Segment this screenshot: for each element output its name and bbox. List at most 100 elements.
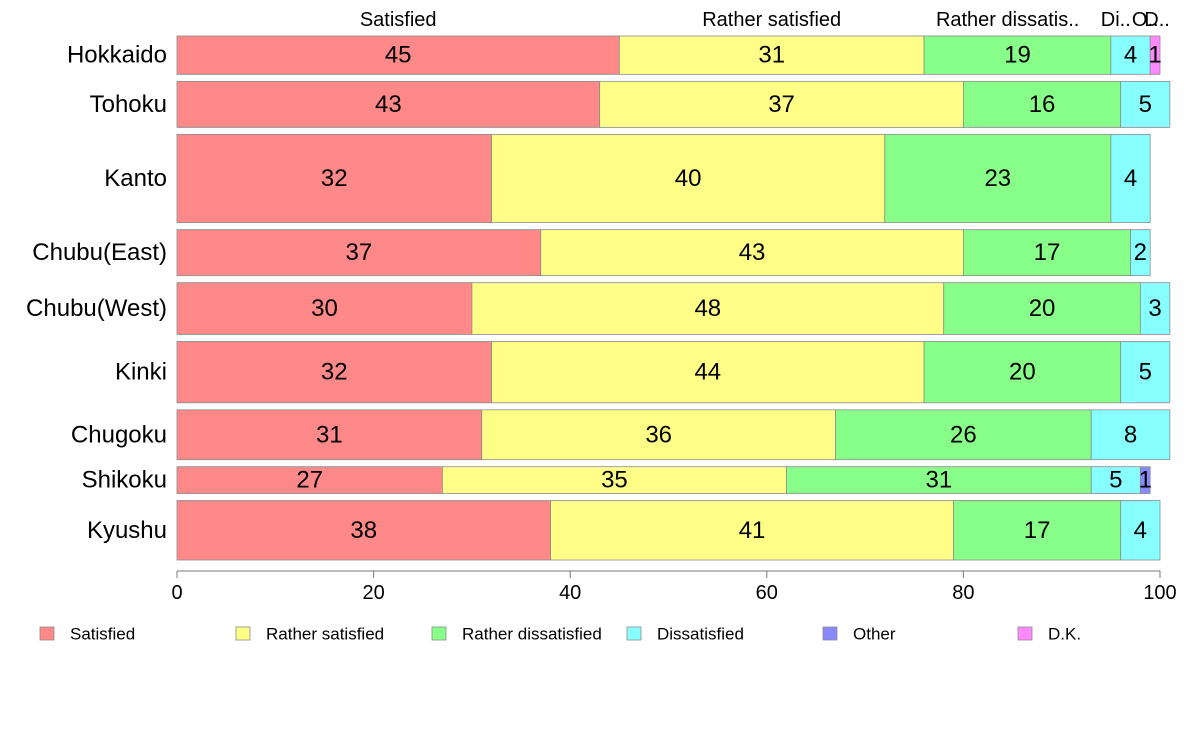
data-label: 32 bbox=[321, 359, 348, 386]
bar-row-kyushu: 38 41 17 4 bbox=[176, 500, 1161, 561]
data-label: 31 bbox=[316, 421, 343, 448]
top-category-label: Satisfied bbox=[360, 9, 437, 31]
bar-segment bbox=[176, 282, 473, 335]
data-label: 27 bbox=[296, 467, 323, 494]
category-label: Kinki bbox=[115, 359, 167, 386]
data-label: 36 bbox=[645, 421, 672, 448]
data-label: 8 bbox=[1124, 421, 1137, 448]
data-label: 31 bbox=[758, 42, 785, 69]
bar-row-chubu-east-: 37 43 17 2 bbox=[176, 229, 1151, 277]
legend-item: Other bbox=[822, 625, 896, 644]
bar-segment bbox=[953, 500, 1122, 561]
bar-segment bbox=[176, 133, 492, 224]
data-label: 43 bbox=[375, 91, 402, 118]
category-label: Chubu(East) bbox=[32, 239, 167, 266]
x-tick-label: 100 bbox=[1143, 582, 1176, 604]
top-category-label: D.. bbox=[1144, 9, 1170, 31]
y-axis-labels: Hokkaido Tohoku Kanto Chubu(East) Chubu(West… bbox=[26, 42, 167, 544]
category-label: Chugoku bbox=[71, 421, 167, 448]
data-label: 4 bbox=[1124, 42, 1137, 69]
legend-item: Satisfied bbox=[39, 625, 135, 644]
category-label: Kyushu bbox=[87, 517, 167, 544]
data-label: 32 bbox=[321, 165, 348, 192]
legend-item: Dissatisfied bbox=[626, 625, 744, 644]
legend-swatch bbox=[626, 626, 642, 641]
legend-label: D.K. bbox=[1048, 625, 1081, 644]
legend-label: Rather dissatisfied bbox=[462, 625, 602, 644]
legend-swatch bbox=[39, 626, 55, 641]
bar-row-kanto: 32 40 23 4 bbox=[176, 133, 1151, 224]
bar-segment bbox=[1090, 466, 1141, 494]
data-label: 37 bbox=[346, 239, 373, 266]
bar-segment bbox=[786, 466, 1092, 494]
top-category-label: O.. bbox=[1132, 9, 1159, 31]
x-axis: 0 20 40 60 80 100 bbox=[171, 570, 1177, 604]
data-label: 20 bbox=[1029, 295, 1056, 322]
legend-label: Dissatisfied bbox=[657, 625, 744, 644]
bar-row-tohoku: 43 37 16 5 bbox=[176, 80, 1171, 128]
data-label: 1 bbox=[1139, 467, 1152, 494]
bar-row-chugoku: 31 36 26 8 bbox=[176, 409, 1171, 461]
category-label: Chubu(West) bbox=[26, 295, 167, 322]
data-label: 48 bbox=[694, 295, 721, 322]
bar-segment bbox=[481, 409, 837, 461]
data-label: 5 bbox=[1139, 91, 1152, 118]
category-label: Kanto bbox=[104, 165, 167, 192]
category-label: Hokkaido bbox=[67, 42, 167, 69]
legend-swatch bbox=[822, 626, 838, 641]
bar-row-hokkaido: 45 31 19 4 1 bbox=[176, 35, 1162, 75]
data-label: 41 bbox=[739, 517, 766, 544]
bar-segment bbox=[618, 35, 925, 75]
bar-segment bbox=[599, 80, 964, 128]
bar-segment bbox=[1139, 466, 1151, 494]
bar-segment bbox=[1130, 229, 1151, 277]
data-label: 4 bbox=[1124, 165, 1137, 192]
data-label: 17 bbox=[1034, 239, 1061, 266]
data-label: 17 bbox=[1024, 517, 1051, 544]
x-tick-label: 40 bbox=[559, 582, 581, 604]
data-label: 1 bbox=[1148, 42, 1161, 69]
bar-row-shikoku: 27 35 31 5 1 bbox=[176, 466, 1152, 494]
legend-item: D.K. bbox=[1017, 625, 1081, 644]
legend-label: Satisfied bbox=[70, 625, 135, 644]
legend: Satisfied Rather satisfied Rather dissatis… bbox=[39, 625, 1081, 644]
bar-segment bbox=[1139, 282, 1171, 335]
category-label: Tohoku bbox=[90, 91, 167, 118]
bar-row-chubu-west-: 30 48 20 3 bbox=[176, 282, 1171, 335]
data-label: 44 bbox=[694, 359, 721, 386]
bar-segment bbox=[1120, 80, 1171, 128]
data-label: 5 bbox=[1139, 359, 1152, 386]
data-label: 3 bbox=[1148, 295, 1161, 322]
top-labels: Satisfied Rather satisfied Rather dissatis… bbox=[360, 9, 1170, 31]
bar-segment bbox=[835, 409, 1092, 461]
legend-label: Other bbox=[853, 625, 896, 644]
bar-row-kinki: 32 44 20 5 bbox=[176, 341, 1171, 404]
bar-segment bbox=[471, 282, 945, 335]
bar-segment bbox=[923, 341, 1122, 404]
bar-segment bbox=[176, 229, 542, 277]
bar-segment bbox=[1110, 133, 1151, 224]
bar-segment bbox=[442, 466, 787, 494]
top-category-label: Rather dissatis.. bbox=[936, 9, 1079, 31]
data-label: 2 bbox=[1134, 239, 1147, 266]
top-category-label: Rather satisfied bbox=[702, 9, 841, 31]
data-label: 23 bbox=[984, 165, 1011, 192]
x-tick-label: 0 bbox=[171, 582, 182, 604]
bar-segment bbox=[884, 133, 1112, 224]
data-label: 5 bbox=[1109, 467, 1122, 494]
data-label: 26 bbox=[950, 421, 977, 448]
data-label: 35 bbox=[601, 467, 628, 494]
bar-segment bbox=[1120, 500, 1161, 561]
data-label: 19 bbox=[1004, 42, 1031, 69]
top-category-label: Di.. bbox=[1101, 9, 1131, 31]
data-label: 40 bbox=[675, 165, 702, 192]
data-label: 45 bbox=[385, 42, 412, 69]
data-label: 4 bbox=[1134, 517, 1147, 544]
bar-segment bbox=[540, 229, 964, 277]
bar-segment bbox=[491, 341, 925, 404]
bar-segment bbox=[550, 500, 954, 561]
bar-segment bbox=[1120, 341, 1171, 404]
data-label: 37 bbox=[768, 91, 795, 118]
legend-swatch bbox=[431, 626, 447, 641]
